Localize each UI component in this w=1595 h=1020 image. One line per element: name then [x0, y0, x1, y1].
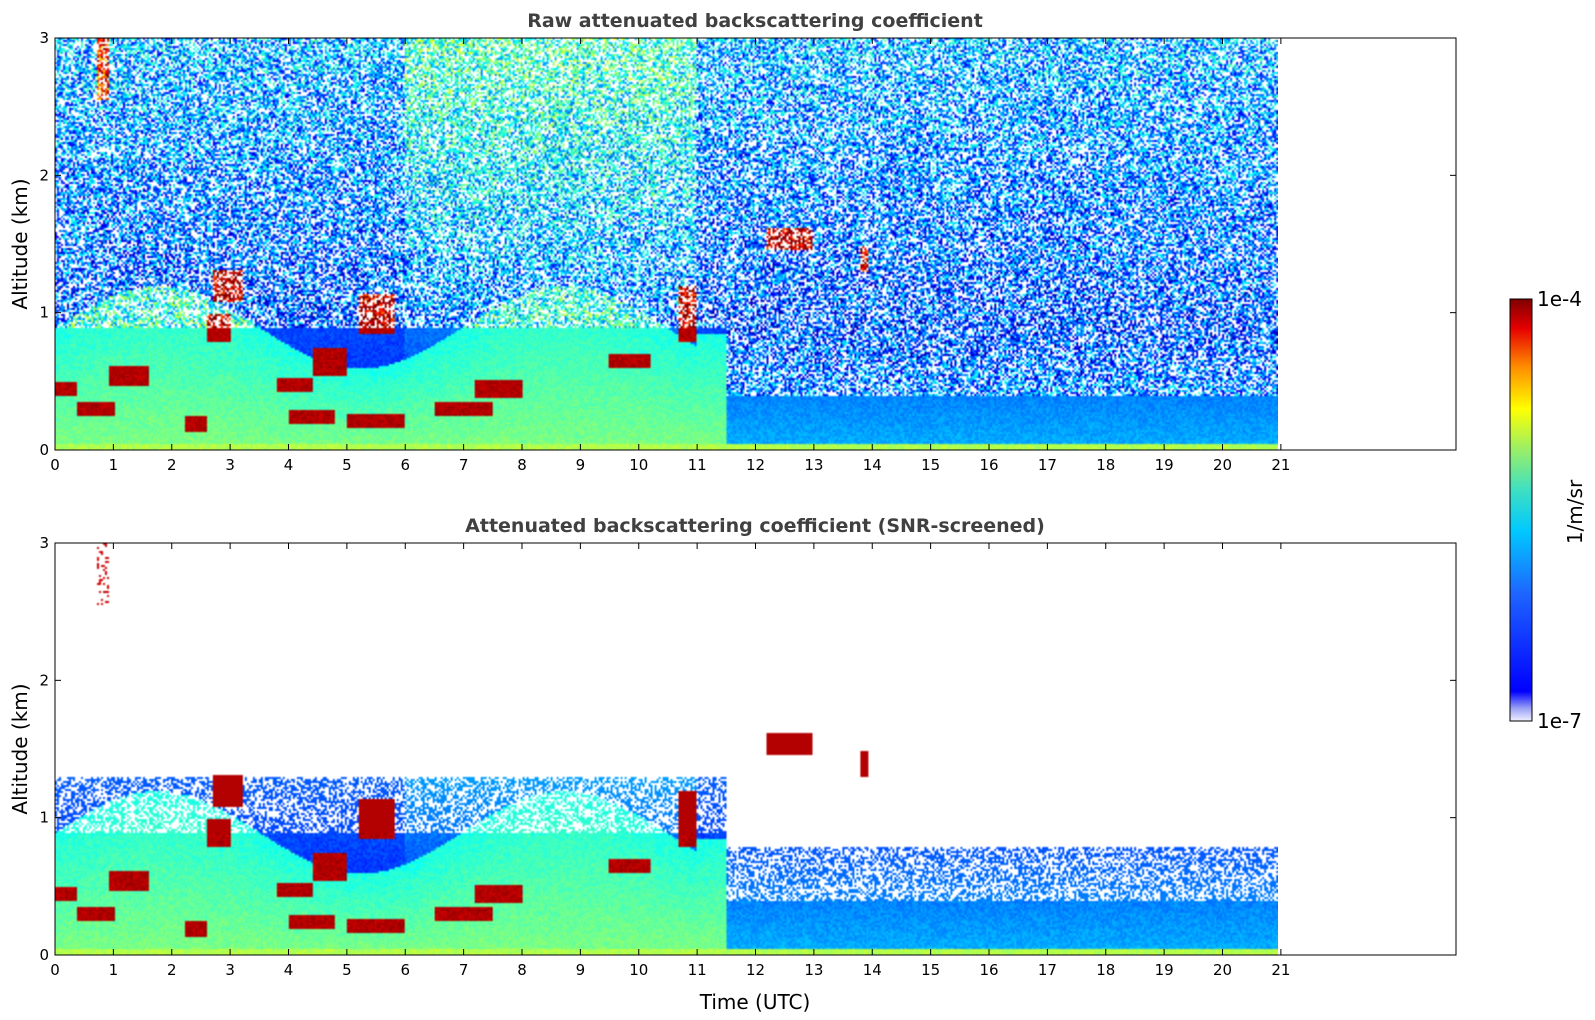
bottom-y-tick-label: 1 [39, 809, 49, 827]
top-y-axis-label: Altitude (km) [8, 178, 32, 309]
top-x-tick-label: 3 [225, 456, 235, 474]
top-y-tick-label: 0 [39, 441, 49, 459]
top-x-tick-label: 8 [517, 456, 527, 474]
top-x-tick-label: 16 [979, 456, 998, 474]
top-x-tick-label: 13 [804, 456, 823, 474]
bottom-x-tick-label: 5 [342, 961, 352, 979]
bottom-panel: Attenuated backscattering coefficient (S… [8, 515, 1457, 1014]
bottom-x-tick-label: 2 [167, 961, 177, 979]
bottom-x-tick-label: 3 [225, 961, 235, 979]
colorbar: 1e-4 1e-7 1/m/sr [1509, 287, 1587, 733]
top-x-tick-label: 12 [746, 456, 765, 474]
bottom-x-tick-label: 14 [863, 961, 882, 979]
bottom-x-tick-label: 13 [804, 961, 823, 979]
colorbar-max-label: 1e-4 [1537, 287, 1582, 311]
colorbar-min-label: 1e-7 [1537, 709, 1582, 733]
bottom-x-tick-label: 21 [1271, 961, 1290, 979]
bottom-y-tick-label: 3 [39, 534, 49, 552]
top-panel-title: Raw attenuated backscattering coefficien… [527, 10, 983, 32]
bottom-heatmap [55, 543, 1278, 955]
bottom-x-tick-label: 0 [50, 961, 60, 979]
bottom-x-tick-label: 18 [1096, 961, 1115, 979]
top-y-tick-label: 1 [39, 304, 49, 322]
top-x-tick-label: 14 [863, 456, 882, 474]
bottom-y-ticks: 0 1 2 3 [39, 534, 1456, 964]
bottom-x-tick-label: 8 [517, 961, 527, 979]
top-x-tick-label: 18 [1096, 456, 1115, 474]
bottom-x-tick-label: 16 [979, 961, 998, 979]
bottom-y-tick-label: 0 [39, 946, 49, 964]
bottom-panel-title: Attenuated backscattering coefficient (S… [465, 515, 1045, 537]
colorbar-unit-label: 1/m/sr [1563, 479, 1587, 544]
bottom-x-tick-label: 7 [459, 961, 469, 979]
top-y-ticks: 0 1 2 3 [39, 29, 1456, 459]
bottom-y-axis-label: Altitude (km) [8, 683, 32, 814]
bottom-x-tick-label: 12 [746, 961, 765, 979]
top-x-tick-label: 4 [284, 456, 294, 474]
top-x-tick-label: 19 [1155, 456, 1174, 474]
bottom-x-ticks: 0 1 2 3 4 5 6 7 8 9 10 11 12 13 14 15 16 17 18 19 20 21 [50, 543, 1290, 979]
top-x-tick-label: 6 [400, 456, 410, 474]
top-x-tick-label: 2 [167, 456, 177, 474]
top-x-tick-label: 21 [1271, 456, 1290, 474]
top-y-tick-label: 3 [39, 29, 49, 47]
bottom-x-tick-label: 6 [400, 961, 410, 979]
bottom-x-tick-label: 4 [284, 961, 294, 979]
top-x-tick-label: 17 [1038, 456, 1057, 474]
top-x-tick-label: 10 [629, 456, 648, 474]
top-x-ticks: 0 1 2 3 4 5 6 7 8 9 10 11 12 13 14 15 16 17 18 19 20 21 [50, 38, 1290, 474]
top-y-tick-label: 2 [39, 166, 49, 184]
bottom-x-tick-label: 11 [688, 961, 707, 979]
top-x-tick-label: 0 [50, 456, 60, 474]
bottom-x-tick-label: 9 [576, 961, 586, 979]
bottom-x-tick-label: 19 [1155, 961, 1174, 979]
bottom-x-tick-label: 20 [1213, 961, 1232, 979]
bottom-heatmap-image [55, 543, 1278, 955]
top-x-tick-label: 5 [342, 456, 352, 474]
top-x-tick-label: 7 [459, 456, 469, 474]
bottom-y-tick-label: 2 [39, 671, 49, 689]
colorbar-gradient [1509, 298, 1533, 722]
top-heatmap [55, 38, 1278, 450]
top-panel: Raw attenuated backscattering coefficien… [8, 10, 1457, 474]
bottom-x-tick-label: 15 [921, 961, 940, 979]
top-heatmap-image [55, 38, 1278, 450]
x-axis-label: Time (UTC) [699, 990, 811, 1014]
bottom-x-tick-label: 1 [109, 961, 119, 979]
bottom-x-tick-label: 17 [1038, 961, 1057, 979]
bottom-x-tick-label: 10 [629, 961, 648, 979]
top-x-tick-label: 11 [688, 456, 707, 474]
top-x-tick-label: 20 [1213, 456, 1232, 474]
top-x-tick-label: 1 [109, 456, 119, 474]
top-x-tick-label: 9 [576, 456, 586, 474]
top-x-tick-label: 15 [921, 456, 940, 474]
